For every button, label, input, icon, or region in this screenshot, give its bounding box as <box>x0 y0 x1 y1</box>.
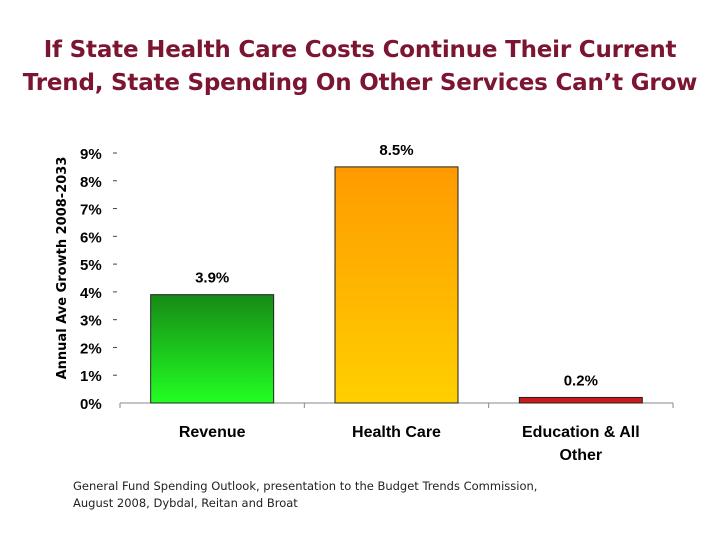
source-line-2: August 2008, Dybdal, Reitan and Broat <box>73 496 298 510</box>
y-tick-label: 4% <box>80 285 102 302</box>
bar-health-care <box>334 166 459 404</box>
y-tick-label: 9% <box>80 146 102 163</box>
x-tick-label: Revenue <box>179 424 246 441</box>
bar-revenue <box>150 294 275 404</box>
value-label: 3.9% <box>195 270 229 287</box>
y-tick-label: 8% <box>80 174 102 191</box>
y-tick-label: 3% <box>80 313 102 330</box>
y-tick-label: 7% <box>80 202 102 219</box>
y-tick-label: 6% <box>80 229 102 246</box>
x-tick-label: Other <box>559 447 602 464</box>
chart-title: If State Health Care Costs Continue Thei… <box>0 34 720 100</box>
y-axis-label: Annual Ave Growth 2008-2033 <box>55 157 70 380</box>
source-line-1: General Fund Spending Outlook, presentat… <box>73 479 538 493</box>
x-tick-label: Education & All <box>522 424 640 441</box>
value-label: 0.2% <box>564 372 598 389</box>
title-line-2: Trend, State Spending On Other Services … <box>22 70 698 96</box>
bar-education-other <box>518 396 643 404</box>
value-label: 8.5% <box>379 142 413 159</box>
source-note: General Fund Spending Outlook, presentat… <box>73 478 633 512</box>
x-tick-label: Health Care <box>352 424 441 441</box>
y-tick-label: 1% <box>80 368 102 385</box>
y-tick-label: 5% <box>80 257 102 274</box>
title-line-1: If State Health Care Costs Continue Thei… <box>43 37 677 63</box>
y-tick-label: 0% <box>80 396 102 413</box>
y-tick-label: 2% <box>80 340 102 357</box>
